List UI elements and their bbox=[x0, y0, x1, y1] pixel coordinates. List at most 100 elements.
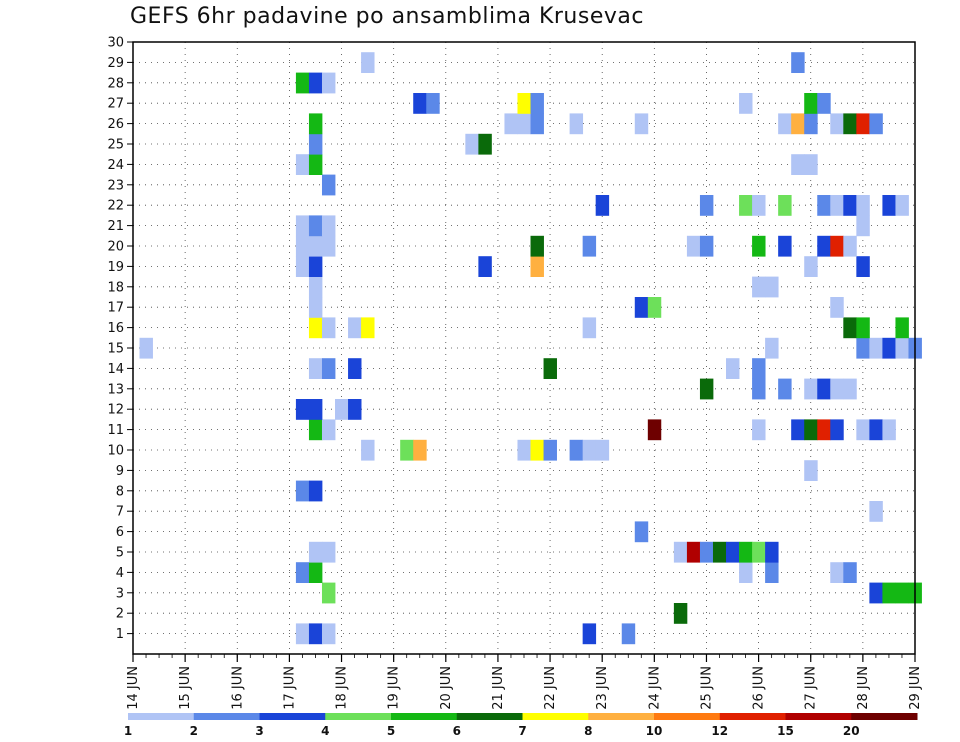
heatmap-cell bbox=[647, 297, 662, 318]
heatmap-cell bbox=[856, 256, 870, 277]
heatmap-cell bbox=[582, 623, 597, 645]
x-tick-label: 22 JUN bbox=[543, 666, 558, 710]
y-tick-label: 14 bbox=[107, 362, 124, 377]
y-tick-label: 28 bbox=[107, 76, 124, 91]
heatmap-cells bbox=[139, 52, 922, 645]
heatmap-cell bbox=[830, 113, 844, 135]
heatmap-cell bbox=[699, 541, 714, 563]
legend-label: 4 bbox=[321, 724, 329, 738]
heatmap-cell bbox=[712, 541, 727, 563]
heatmap-cell bbox=[791, 113, 805, 135]
heatmap-cell bbox=[295, 235, 310, 257]
legend-label: 2 bbox=[190, 724, 198, 738]
y-tick-label: 4 bbox=[116, 566, 124, 581]
heatmap-cell bbox=[895, 195, 909, 216]
x-tick-label: 25 JUN bbox=[699, 666, 714, 710]
y-tick-label: 13 bbox=[107, 382, 124, 397]
heatmap-cell bbox=[621, 623, 636, 645]
heatmap-cell bbox=[321, 72, 336, 94]
heatmap-cell bbox=[686, 541, 701, 563]
heatmap-cell bbox=[308, 623, 323, 645]
y-tick-label: 24 bbox=[107, 158, 124, 173]
heatmap-cell bbox=[752, 378, 766, 400]
heatmap-cell bbox=[308, 399, 323, 420]
heatmap-cell bbox=[804, 93, 818, 114]
heatmap-cell bbox=[830, 419, 844, 441]
heatmap-cell bbox=[413, 93, 427, 114]
x-tick-label: 19 JUN bbox=[387, 666, 402, 710]
heatmap-cell bbox=[321, 215, 336, 237]
heatmap-cell bbox=[426, 93, 440, 114]
heatmap-cell bbox=[856, 113, 870, 135]
heatmap-cell bbox=[321, 317, 336, 339]
heatmap-cell bbox=[895, 337, 909, 359]
heatmap-cell bbox=[830, 562, 844, 583]
heatmap-cell bbox=[517, 113, 531, 135]
y-tick-label: 2 bbox=[116, 607, 124, 622]
heatmap-cell bbox=[361, 439, 375, 461]
x-tick-label: 15 JUN bbox=[178, 666, 193, 710]
heatmap-cell bbox=[752, 358, 766, 379]
heatmap-cell bbox=[699, 235, 714, 257]
y-axis: 1234567891011121314151617181920212223242… bbox=[107, 36, 133, 642]
heatmap-cell bbox=[765, 541, 779, 563]
heatmap-cell bbox=[856, 195, 870, 216]
heatmap-cell bbox=[856, 317, 870, 339]
heatmap-cell bbox=[634, 297, 649, 318]
legend-label: 12 bbox=[711, 724, 728, 738]
y-tick-label: 11 bbox=[107, 423, 124, 438]
legend-swatch bbox=[588, 713, 655, 720]
heatmap-cell bbox=[348, 317, 362, 339]
heatmap-cell bbox=[530, 113, 544, 135]
heatmap-cell bbox=[634, 521, 649, 543]
legend-swatch bbox=[391, 713, 458, 720]
heatmap-cell bbox=[530, 235, 544, 257]
legend-label: 6 bbox=[453, 724, 461, 738]
y-tick-label: 3 bbox=[116, 586, 124, 601]
heatmap-cell bbox=[778, 235, 792, 257]
heatmap-cell bbox=[308, 541, 323, 563]
heatmap-cell bbox=[869, 582, 883, 604]
heatmap-cell bbox=[843, 235, 857, 257]
heatmap-cell bbox=[817, 419, 831, 441]
x-tick-label: 29 JUN bbox=[908, 666, 923, 710]
heatmap-cell bbox=[856, 337, 870, 359]
heatmap-cell bbox=[530, 93, 544, 114]
y-tick-label: 22 bbox=[107, 199, 124, 214]
heatmap-cell bbox=[752, 235, 766, 257]
y-tick-label: 6 bbox=[116, 525, 124, 540]
heatmap-cell bbox=[348, 399, 362, 420]
legend-label: 8 bbox=[584, 724, 592, 738]
heatmap-cell bbox=[413, 439, 427, 461]
heatmap-cell bbox=[882, 195, 896, 216]
x-tick-label: 17 JUN bbox=[282, 666, 297, 710]
heatmap-cell bbox=[843, 562, 857, 583]
heatmap-cell bbox=[478, 256, 492, 277]
x-tick-label: 27 JUN bbox=[804, 666, 819, 710]
heatmap-cell bbox=[765, 562, 779, 583]
x-tick-label: 18 JUN bbox=[335, 666, 350, 710]
heatmap-cell bbox=[804, 154, 818, 175]
heatmap-cell bbox=[321, 623, 336, 645]
y-tick-label: 9 bbox=[116, 464, 124, 479]
y-tick-label: 30 bbox=[107, 36, 124, 51]
heatmap-cell bbox=[634, 113, 649, 135]
heatmap-cell bbox=[321, 235, 336, 257]
heatmap-cell bbox=[739, 541, 753, 563]
heatmap-cell bbox=[791, 419, 805, 441]
heatmap-cell bbox=[882, 582, 896, 604]
y-tick-label: 27 bbox=[107, 97, 124, 112]
x-tick-label: 16 JUN bbox=[230, 666, 245, 710]
heatmap-cell bbox=[765, 337, 779, 359]
heatmap-cell bbox=[361, 317, 375, 339]
heatmap-cell bbox=[804, 460, 818, 481]
heatmap-cell bbox=[582, 317, 597, 339]
heatmap-cell bbox=[543, 358, 557, 379]
heatmap-cell bbox=[843, 195, 857, 216]
x-tick-label: 26 JUN bbox=[752, 666, 767, 710]
heatmap-cell bbox=[752, 276, 766, 298]
y-tick-label: 10 bbox=[107, 444, 124, 459]
heatmap-cell bbox=[686, 235, 701, 257]
heatmap-cell bbox=[673, 603, 688, 624]
legend-swatch bbox=[851, 713, 918, 720]
